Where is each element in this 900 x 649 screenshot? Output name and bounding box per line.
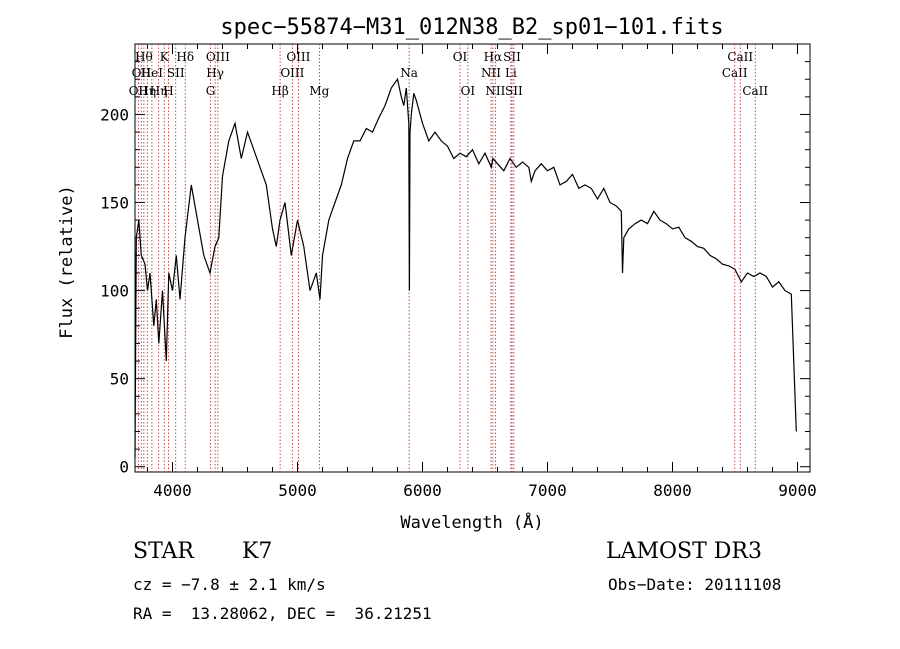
spectral-line-label: H xyxy=(163,84,173,98)
cz-readout: cz = −7.8 ± 2.1 km/s xyxy=(133,575,326,594)
spectrum-series-line xyxy=(134,77,797,458)
x-tick-label: 9000 xyxy=(778,481,817,500)
spectral-line-label: Hα xyxy=(484,50,503,64)
ra-dec-readout: RA = 13.28062, DEC = 36.21251 xyxy=(133,604,432,623)
spectral-class: STAR xyxy=(133,539,194,564)
spectral-line-label: CaII xyxy=(722,66,748,80)
spectral-line-label: K xyxy=(160,50,170,64)
y-tick-label: 100 xyxy=(100,282,129,301)
survey-name: LAMOST DR3 xyxy=(606,539,762,564)
x-axis-label: Wavelength (Å) xyxy=(400,511,543,533)
x-tick-label: 7000 xyxy=(528,481,567,500)
spectral-line-label: NII xyxy=(485,84,505,98)
y-tick-label: 50 xyxy=(110,370,129,389)
spectral-line-label: OI xyxy=(461,84,476,98)
spectral-line-label: OII xyxy=(129,84,149,98)
spectral-line-label: Hβ xyxy=(271,84,288,98)
spectral-line-label: Li xyxy=(505,66,517,80)
spectral-line-label: OIII xyxy=(280,66,304,80)
spectral-line-label: Na xyxy=(400,66,418,80)
plot-frame xyxy=(134,43,811,473)
spectral-line-label: Hδ xyxy=(176,50,194,64)
x-tick-label: 6000 xyxy=(403,481,442,500)
spectral-line-label: SII xyxy=(503,50,521,64)
spectral-line-label: CaII xyxy=(727,50,753,64)
spectral-line-label: NII xyxy=(481,66,501,80)
x-tick-label: 8000 xyxy=(653,481,692,500)
spectral-subclass: K7 xyxy=(242,539,273,564)
y-tick-label: 150 xyxy=(100,194,129,213)
spectral-line-label: Hθ xyxy=(135,50,153,64)
spectral-line-label: OIII xyxy=(206,50,230,64)
y-tick-label: 200 xyxy=(100,105,129,124)
spectral-line-label: G xyxy=(206,84,216,98)
y-tick-label: 0 xyxy=(119,458,129,477)
spectral-line-label: SII xyxy=(505,84,523,98)
x-tick-label: 5000 xyxy=(278,481,317,500)
spectral-line-label: Hγ xyxy=(206,66,224,80)
x-tick-label: 4000 xyxy=(153,481,192,500)
chart-title: spec−55874−M31_012N38_B2_sp01−101.fits xyxy=(220,15,723,40)
spectral-line-label: OI xyxy=(453,50,468,64)
spectral-line-label: CaII xyxy=(742,84,768,98)
spectral-line-label: OII xyxy=(132,66,152,80)
y-axis-label: Flux (relative) xyxy=(57,185,77,339)
spectral-line-label: Hη xyxy=(150,84,168,98)
spectral-line-label: Mg xyxy=(309,84,329,98)
spectral-line-label: SII xyxy=(167,66,185,80)
spectral-line-label: HeI xyxy=(141,66,164,80)
spectral-line-label: OIII xyxy=(286,50,310,64)
obs-date: Obs−Date: 20111108 xyxy=(608,575,782,594)
